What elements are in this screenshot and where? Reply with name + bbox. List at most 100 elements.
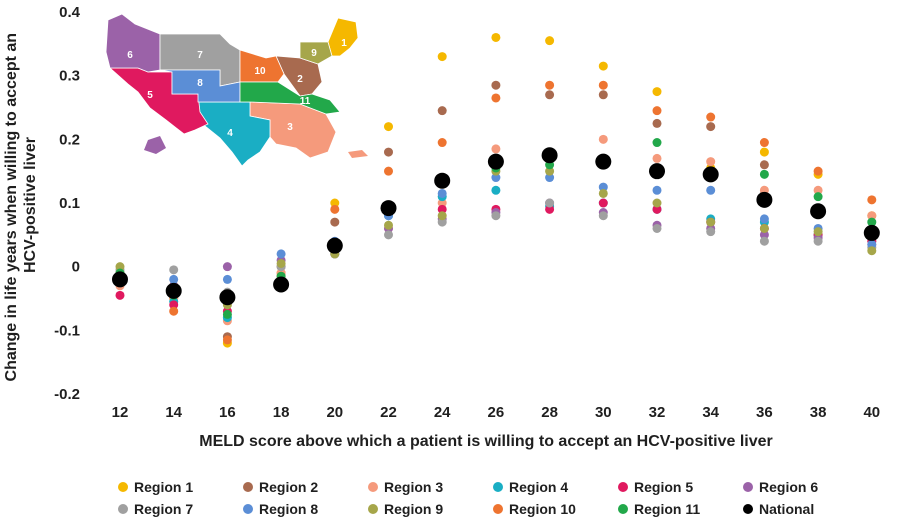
data-point <box>541 147 558 164</box>
data-point <box>652 223 662 233</box>
data-point <box>491 32 501 42</box>
x-tick-label: 12 <box>112 404 129 421</box>
data-point <box>598 61 608 71</box>
data-point <box>706 227 716 237</box>
legend-marker <box>493 482 503 492</box>
data-point <box>437 211 447 221</box>
data-point <box>112 271 128 288</box>
data-point <box>706 112 716 122</box>
data-point <box>222 309 232 319</box>
data-point <box>652 87 662 97</box>
y-axis-title-line-2: HCV-positive liver <box>22 137 39 273</box>
data-point <box>330 217 340 227</box>
data-point <box>115 262 125 272</box>
data-point <box>491 80 501 90</box>
map-region <box>348 150 368 158</box>
data-point <box>169 274 179 284</box>
data-point <box>491 173 501 183</box>
x-tick-label: 18 <box>273 404 290 421</box>
legend: Region 1 Region 2 Region 3 Region 4 Region 5… <box>118 478 878 518</box>
data-point <box>545 166 555 176</box>
legend-label: Region 7 <box>134 501 194 517</box>
data-point <box>759 160 769 170</box>
data-point <box>330 198 340 208</box>
data-point <box>437 217 447 227</box>
legend-label: Region 6 <box>759 479 819 495</box>
data-point <box>598 198 608 208</box>
data-point <box>169 306 179 316</box>
data-point <box>491 93 501 103</box>
data-point <box>434 172 451 189</box>
data-point <box>545 173 555 183</box>
legend-marker <box>618 482 628 492</box>
data-point <box>219 289 236 306</box>
us-regions-map: 1 2 3 4 5 6 7 8 9 10 11 <box>105 13 368 167</box>
data-point <box>649 163 665 180</box>
legend-marker <box>743 504 753 514</box>
legend-marker <box>493 504 503 514</box>
data-point <box>437 188 447 198</box>
x-tick-label: 36 <box>756 404 773 421</box>
legend-marker <box>618 504 628 514</box>
data-point <box>756 191 773 208</box>
data-point <box>222 274 232 284</box>
data-point <box>326 237 343 254</box>
legend-item: Region 3 <box>368 478 493 496</box>
data-point <box>169 300 179 310</box>
legend-item: Region 10 <box>493 500 618 518</box>
y-tick-label: 0 <box>72 259 80 276</box>
legend-item: Region 5 <box>618 478 743 496</box>
y-tick-label: -0.2 <box>54 386 80 403</box>
map-region <box>299 41 333 65</box>
map-region-label: 2 <box>297 74 303 85</box>
data-point <box>598 80 608 90</box>
y-axis-title: Change in life years when willing to acc… <box>3 29 39 382</box>
data-point <box>813 185 823 195</box>
data-point <box>702 166 719 183</box>
data-point <box>222 262 232 272</box>
data-point <box>759 236 769 246</box>
data-point <box>384 147 393 157</box>
legend-item: Region 2 <box>243 478 368 496</box>
map-region-label: 3 <box>287 122 293 133</box>
y-tick-label: -0.1 <box>54 322 80 339</box>
data-point <box>487 153 504 170</box>
data-point <box>867 217 877 227</box>
map-region <box>108 67 209 135</box>
x-tick-label: 32 <box>649 404 666 421</box>
data-point <box>652 198 662 208</box>
x-tick-label: 34 <box>702 404 719 421</box>
y-tick-label: 0.3 <box>59 68 80 85</box>
data-point <box>491 211 501 221</box>
data-point <box>598 211 608 221</box>
y-axis-title-line-1: Change in life years when willing to acc… <box>3 33 20 382</box>
data-point <box>165 282 182 299</box>
x-tick-label: 14 <box>165 404 182 421</box>
x-tick-label: 28 <box>541 404 558 421</box>
data-point <box>598 188 608 198</box>
map-region <box>159 69 241 103</box>
data-point <box>545 204 555 214</box>
data-point <box>598 182 608 192</box>
map-region-label: 7 <box>197 50 203 61</box>
x-tick-label: 16 <box>219 404 236 421</box>
map-region <box>105 13 161 73</box>
legend-item: Region 7 <box>118 500 243 518</box>
data-point <box>759 169 769 179</box>
map-region-label: 5 <box>147 90 153 101</box>
data-point <box>706 122 716 132</box>
data-point <box>759 138 769 148</box>
data-point <box>867 246 877 256</box>
data-point <box>595 153 612 170</box>
data-point <box>759 223 769 233</box>
legend-marker <box>368 504 378 514</box>
legend-item: Region 1 <box>118 478 243 496</box>
data-point <box>863 224 880 241</box>
data-point <box>706 185 716 195</box>
map-region-label: 11 <box>300 96 311 107</box>
legend-label: Region 5 <box>634 479 694 495</box>
data-point <box>652 153 662 163</box>
data-point <box>598 134 608 144</box>
x-tick-label: 40 <box>863 404 880 421</box>
data-point <box>437 106 447 116</box>
